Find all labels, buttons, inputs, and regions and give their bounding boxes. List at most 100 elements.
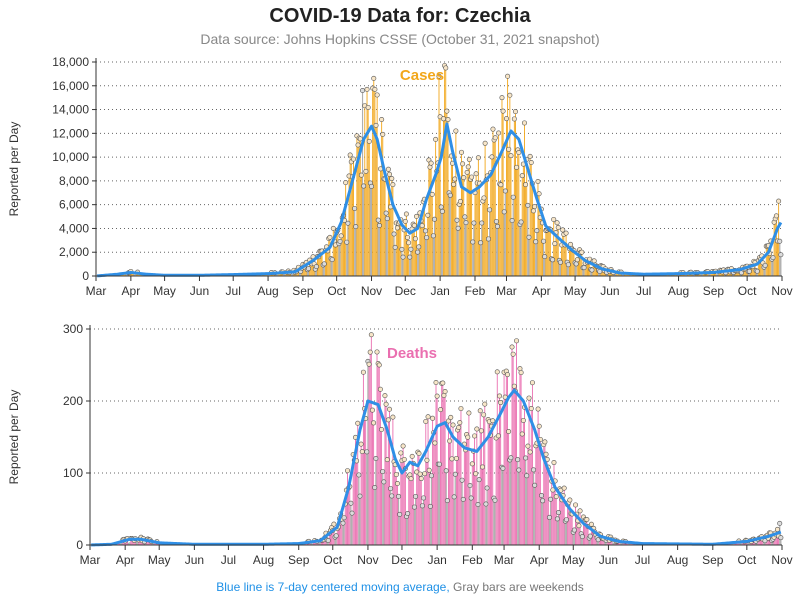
data-point xyxy=(453,455,459,461)
bar xyxy=(555,232,557,276)
data-point xyxy=(358,172,364,178)
x-tick-label: Apr xyxy=(532,284,551,298)
bar xyxy=(511,347,513,545)
data-point xyxy=(492,497,498,503)
bar xyxy=(540,209,542,276)
bar xyxy=(531,183,533,276)
data-point xyxy=(493,218,499,224)
bar xyxy=(494,137,496,276)
data-point xyxy=(407,254,413,260)
bar xyxy=(401,249,403,277)
bar xyxy=(477,157,479,276)
data-point xyxy=(419,503,425,509)
bar xyxy=(448,421,449,545)
x-tick-label: Sep xyxy=(702,553,724,567)
bar xyxy=(484,143,486,276)
bar xyxy=(492,420,494,545)
data-point xyxy=(526,395,532,401)
bar xyxy=(441,211,443,277)
data-point xyxy=(443,65,449,71)
bar xyxy=(378,225,380,277)
data-point xyxy=(460,161,466,167)
bar xyxy=(417,252,419,277)
data-point xyxy=(442,389,448,395)
x-tick-label: Mar xyxy=(80,553,101,567)
bar xyxy=(303,266,305,276)
bar xyxy=(517,149,519,276)
bar xyxy=(435,139,437,276)
bar xyxy=(576,259,578,276)
bar xyxy=(430,163,432,276)
bar xyxy=(337,230,339,276)
footnote-average-note: Blue line is 7-day centered moving avera… xyxy=(216,580,450,594)
x-tick-label: Dec xyxy=(391,553,412,567)
bar xyxy=(482,466,483,545)
data-point xyxy=(372,86,378,92)
bar xyxy=(567,504,569,545)
data-point xyxy=(344,239,350,245)
bar xyxy=(536,230,538,277)
data-point xyxy=(498,182,504,188)
bar xyxy=(398,223,399,276)
x-tick-label: May xyxy=(564,284,587,298)
data-point xyxy=(573,502,579,508)
x-tick-label: Apr xyxy=(530,553,549,567)
data-point xyxy=(411,504,417,510)
bar xyxy=(154,542,156,545)
data-point xyxy=(359,449,365,455)
data-point xyxy=(385,417,391,423)
data-point xyxy=(510,194,516,200)
data-point xyxy=(412,236,418,242)
bar xyxy=(476,182,478,276)
bar xyxy=(409,257,411,277)
bar xyxy=(616,272,618,276)
data-point xyxy=(571,527,577,533)
bar xyxy=(765,246,767,276)
bar xyxy=(426,237,428,277)
bar xyxy=(427,416,429,545)
y-tick-label: 14,000 xyxy=(52,103,89,117)
bar xyxy=(392,184,394,276)
bar xyxy=(611,539,613,545)
bar xyxy=(531,382,533,545)
y-tick-label: 18,000 xyxy=(52,55,89,69)
data-point xyxy=(313,264,319,270)
bar xyxy=(369,182,371,277)
bar xyxy=(348,176,350,276)
bar xyxy=(445,67,447,276)
bar xyxy=(752,266,754,276)
data-point xyxy=(449,456,455,462)
bar xyxy=(457,429,458,545)
bar xyxy=(426,460,428,545)
bar xyxy=(368,141,370,276)
bar xyxy=(375,125,377,276)
data-point xyxy=(576,523,582,529)
data-point xyxy=(396,493,402,499)
deaths-panel: 0 100 200 300 Reported per Day Mar Apr May Jun Ju… xyxy=(7,322,793,567)
bar xyxy=(372,410,373,545)
data-point xyxy=(534,228,540,234)
bar xyxy=(359,138,361,276)
bar xyxy=(552,489,554,545)
bar xyxy=(528,398,530,545)
data-point xyxy=(376,362,382,368)
data-point xyxy=(380,469,386,475)
bar xyxy=(414,238,416,276)
data-point xyxy=(401,456,407,462)
data-point xyxy=(369,407,375,413)
bar xyxy=(402,257,404,277)
y-axis-label: Reported per Day xyxy=(7,122,21,217)
data-point xyxy=(376,223,382,229)
data-point xyxy=(384,216,390,222)
bar xyxy=(482,201,484,276)
bar xyxy=(421,225,423,276)
data-point xyxy=(450,422,456,428)
bar xyxy=(480,430,482,545)
bar xyxy=(285,272,287,276)
moving-average-line xyxy=(90,388,782,547)
bar xyxy=(131,273,133,276)
bar xyxy=(480,242,482,277)
data-point xyxy=(383,210,389,216)
data-point xyxy=(392,244,398,250)
bar xyxy=(534,485,536,546)
